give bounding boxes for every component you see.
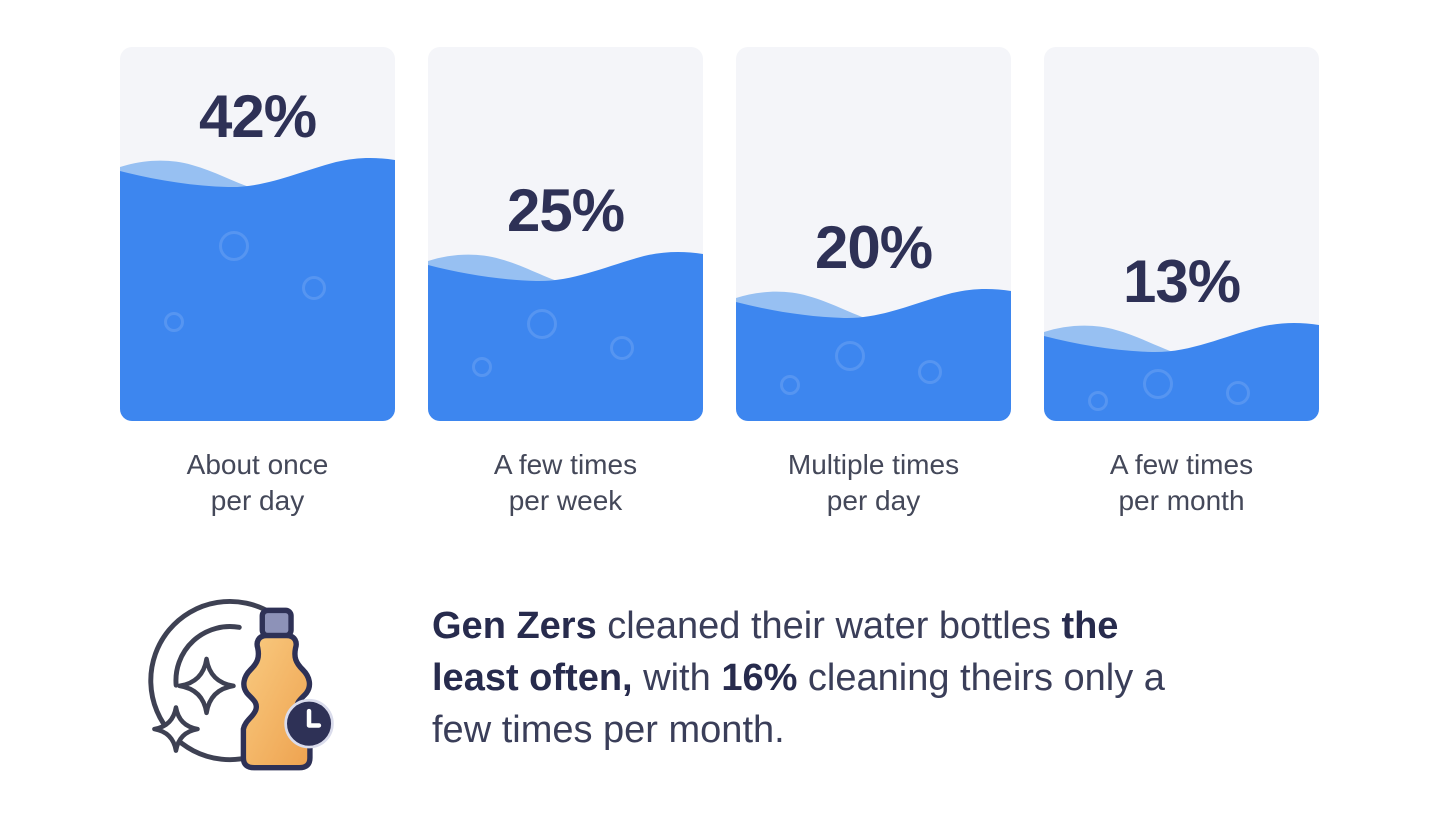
bottle-cap bbox=[259, 607, 294, 639]
callout-bold-text: 16% bbox=[721, 657, 798, 699]
wave-icon bbox=[428, 251, 703, 289]
callout-text-line: Gen Zers cleaned their water bottles the bbox=[432, 600, 1165, 652]
water-fill bbox=[120, 155, 395, 421]
bar-column-a-few-times-per-month: 13% A few times per month bbox=[1044, 47, 1319, 519]
bubble-icon bbox=[835, 340, 865, 371]
bubble-icon bbox=[917, 359, 942, 384]
inner-arc-icon bbox=[173, 624, 242, 688]
callout-regular-text: cleaning theirs only a bbox=[797, 657, 1165, 699]
callout-bold-text: the bbox=[1061, 605, 1119, 647]
outer-arc-icon bbox=[148, 598, 278, 763]
bubble-icon bbox=[527, 309, 557, 340]
callout-text: Gen Zers cleaned their water bottles the… bbox=[432, 590, 1165, 756]
category-label-line: per day bbox=[210, 485, 305, 516]
bubble-icon bbox=[1143, 368, 1173, 399]
wave-icon bbox=[736, 289, 1011, 327]
bubble-icon bbox=[1225, 381, 1250, 406]
sparkle-icon bbox=[177, 656, 236, 716]
wave-icon bbox=[120, 158, 395, 196]
category-label-line: per day bbox=[826, 485, 921, 516]
percent-value: 13% bbox=[1122, 248, 1241, 316]
water-fill bbox=[736, 286, 1011, 421]
sparkle-icon bbox=[152, 705, 200, 753]
percent-value: 42% bbox=[198, 83, 317, 151]
liquid-bar-chart: 42% About once per day 25% bbox=[120, 47, 1319, 519]
bubble-icon bbox=[301, 276, 326, 301]
category-label: About once per day bbox=[120, 447, 395, 519]
bubble-icon bbox=[472, 357, 492, 378]
bubble-icon bbox=[609, 335, 634, 360]
callout: Gen Zers cleaned their water bottles the… bbox=[140, 590, 1165, 780]
category-label-line: Multiple times bbox=[787, 449, 960, 480]
category-label-line: About once bbox=[186, 449, 329, 480]
liquid-tube: 25% bbox=[428, 47, 703, 421]
bubble-icon bbox=[780, 375, 800, 396]
water-fill bbox=[1044, 320, 1319, 421]
category-label-line: A few times bbox=[493, 449, 638, 480]
liquid-tube: 13% bbox=[1044, 47, 1319, 421]
water-bottle-sparkle-clock-icon bbox=[148, 598, 334, 771]
callout-regular-text: with bbox=[632, 657, 722, 699]
percent-value: 25% bbox=[506, 176, 625, 244]
wave-icon bbox=[1044, 322, 1319, 361]
callout-bold-text: Gen Zers bbox=[432, 605, 597, 647]
bubble-icon bbox=[1088, 391, 1108, 412]
water-body bbox=[736, 325, 1011, 421]
water-fill bbox=[428, 249, 703, 421]
category-label-line: per week bbox=[508, 485, 623, 516]
water-body bbox=[1044, 359, 1319, 421]
liquid-tube: 42% bbox=[120, 47, 395, 421]
callout-bold-text: least often, bbox=[432, 657, 633, 699]
bar-column-about-once-per-day: 42% About once per day bbox=[120, 47, 395, 519]
water-body bbox=[120, 194, 395, 421]
bubble-icon bbox=[164, 312, 184, 333]
category-label-line: A few times bbox=[1109, 449, 1254, 480]
category-label: A few times per month bbox=[1044, 447, 1319, 519]
liquid-tube: 20% bbox=[736, 47, 1011, 421]
bar-column-multiple-times-per-day: 20% Multiple times per day bbox=[736, 47, 1011, 519]
clock-hands bbox=[306, 708, 322, 728]
water-body bbox=[428, 287, 703, 421]
percent-value: 20% bbox=[814, 214, 933, 282]
callout-text-line: few times per month. bbox=[432, 704, 1165, 756]
bubble-icon bbox=[219, 230, 249, 261]
category-label: A few times per week bbox=[428, 447, 703, 519]
callout-regular-text: cleaned their water bottles bbox=[596, 605, 1062, 647]
bar-column-a-few-times-per-week: 25% A few times per week bbox=[428, 47, 703, 519]
category-label: Multiple times per day bbox=[736, 447, 1011, 519]
callout-regular-text: few times per month. bbox=[432, 709, 785, 751]
callout-text-line: least often, with 16% cleaning theirs on… bbox=[432, 652, 1165, 704]
category-label-line: per month bbox=[1118, 485, 1245, 516]
